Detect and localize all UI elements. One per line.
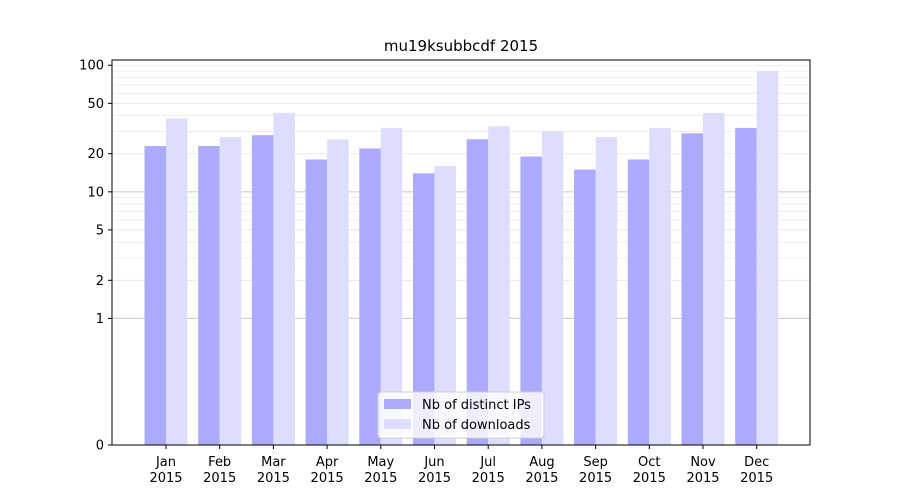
legend: Nb of distinct IPs Nb of downloads (377, 391, 545, 439)
y-tick-label: 0 (96, 439, 104, 454)
x-tick-label-year: 2015 (472, 471, 505, 486)
bar-distinct-ips (198, 146, 220, 445)
bar-distinct-ips (413, 173, 435, 445)
x-tick-label-month: Nov (690, 455, 716, 470)
bar-distinct-ips (144, 146, 166, 445)
bar-distinct-ips (359, 148, 381, 445)
bar-downloads (434, 165, 456, 446)
x-tick-label-year: 2015 (149, 471, 182, 486)
x-axis: Jan2015Feb2015Mar2015Apr2015May2015Jun20… (149, 445, 773, 486)
x-tick-label-month: Dec (744, 455, 769, 470)
bar-downloads (649, 127, 671, 445)
bar-downloads (219, 137, 242, 446)
y-tick-label: 1 (96, 312, 104, 327)
x-tick-label-month: Mar (261, 455, 286, 470)
legend-swatch (384, 419, 411, 429)
bar-downloads (541, 131, 564, 445)
x-tick-label-month: Jan (155, 455, 176, 470)
bar-downloads (166, 118, 188, 445)
x-tick-label-month: Feb (208, 455, 231, 470)
x-tick-label-month: Aug (529, 455, 554, 470)
x-tick-label-year: 2015 (418, 471, 451, 486)
bar-distinct-ips (735, 127, 757, 445)
x-tick-label-year: 2015 (686, 471, 719, 486)
y-tick-label: 50 (87, 97, 104, 112)
bar-downloads (380, 127, 403, 445)
x-tick-label-year: 2015 (525, 471, 558, 486)
bar-downloads (327, 139, 349, 445)
x-tick-label-year: 2015 (203, 471, 236, 486)
y-tick-label: 20 (87, 147, 104, 162)
y-axis: 0 1 2 5 10 20 50 100 (79, 59, 112, 454)
x-tick-label-month: Jun (423, 455, 444, 470)
x-tick-label-month: Oct (638, 455, 660, 470)
bar-distinct-ips (574, 169, 596, 445)
bar-distinct-ips (520, 156, 542, 446)
x-tick-label-month: May (367, 455, 394, 470)
y-tick-label: 2 (96, 274, 104, 289)
x-tick-label-year: 2015 (364, 471, 397, 486)
x-tick-label-month: Apr (316, 455, 339, 470)
bar-downloads (488, 126, 510, 446)
x-tick-label-month: Jul (479, 455, 496, 470)
legend-box (377, 391, 545, 439)
y-tick-label: 10 (87, 185, 104, 200)
plot-frame (111, 59, 811, 446)
legend-swatch (384, 399, 411, 409)
legend-label: Nb of downloads (422, 418, 531, 433)
x-tick-label-year: 2015 (740, 471, 773, 486)
chart-title: mu19ksubbcdf 2015 (384, 37, 538, 55)
bar-distinct-ips (466, 139, 489, 445)
bar-downloads (273, 112, 295, 446)
bar-distinct-ips (305, 159, 328, 445)
bars (144, 71, 779, 446)
x-tick-label-year: 2015 (579, 471, 612, 486)
bar-downloads (703, 112, 725, 446)
bar-distinct-ips (681, 133, 703, 445)
bar-downloads (595, 137, 618, 446)
x-tick-label-month: Sep (583, 455, 608, 470)
y-tick-label: 100 (79, 59, 104, 74)
x-tick-label-year: 2015 (311, 471, 344, 486)
bar-downloads (756, 71, 779, 446)
legend-label: Nb of distinct IPs (422, 398, 531, 413)
bar-distinct-ips (627, 159, 650, 445)
x-tick-label-year: 2015 (633, 471, 666, 486)
bar-distinct-ips (251, 135, 274, 445)
x-tick-label-year: 2015 (257, 471, 290, 486)
y-tick-label: 5 (96, 223, 104, 238)
